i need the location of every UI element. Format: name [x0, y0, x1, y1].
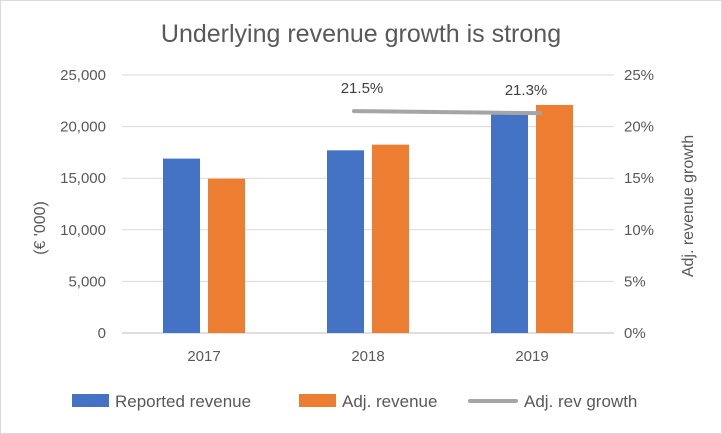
- y2-tick-label: 15%: [624, 170, 654, 187]
- bar-adj-revenue-2019: [536, 104, 573, 333]
- growth-data-label: 21.5%: [341, 80, 384, 97]
- y-tick-label: 10,000: [60, 222, 106, 239]
- y-tick-label: 15,000: [60, 170, 106, 187]
- right-axis-ticks: 0% 5% 10% 15% 20% 25%: [624, 67, 654, 342]
- legend-adj-rev-growth-label: Adj. rev growth: [524, 392, 637, 411]
- x-axis-ticks: 2017 2018 2019: [187, 348, 548, 365]
- bar-reported-revenue-2019: [491, 113, 528, 334]
- y-tick-label: 5,000: [68, 273, 106, 290]
- y2-tick-label: 10%: [624, 222, 654, 239]
- chart-title: Underlying revenue growth is strong: [161, 20, 561, 48]
- y2-axis-title: Adj. revenue growth: [680, 135, 697, 277]
- left-axis-ticks: 0 5,000 10,000 15,000 20,000 25,000: [60, 67, 106, 342]
- y-tick-label: 0: [98, 325, 106, 342]
- growth-line-path: [352, 109, 542, 116]
- legend-reported-revenue-swatch: [72, 394, 109, 407]
- legend-adj-revenue-label: Adj. revenue: [342, 392, 437, 411]
- y2-tick-label: 5%: [624, 273, 646, 290]
- data-labels: 21.5% 21.3%: [341, 80, 548, 99]
- x-tick-label: 2018: [351, 348, 384, 365]
- y-axis-title: (€ '000): [32, 201, 49, 255]
- y2-tick-label: 0%: [624, 325, 646, 342]
- y-tick-label: 20,000: [60, 119, 106, 136]
- y2-tick-label: 25%: [624, 67, 654, 84]
- bar-adj-revenue-2017: [208, 178, 245, 333]
- growth-line: [352, 109, 542, 116]
- gridlines: [122, 74, 614, 334]
- y-tick-label: 25,000: [60, 67, 106, 84]
- growth-data-label: 21.3%: [505, 82, 548, 99]
- x-tick-label: 2019: [515, 348, 548, 365]
- x-tick-label: 2017: [187, 348, 220, 365]
- bars: [163, 104, 573, 334]
- bar-reported-revenue-2018: [327, 150, 364, 333]
- bar-reported-revenue-2017: [163, 158, 200, 333]
- legend: Reported revenue Adj. revenue Adj. rev gro…: [72, 392, 637, 411]
- legend-adj-revenue-swatch: [299, 394, 336, 407]
- y2-tick-label: 20%: [624, 119, 654, 136]
- legend-reported-revenue-label: Reported revenue: [115, 392, 251, 411]
- bar-adj-revenue-2018: [372, 144, 409, 333]
